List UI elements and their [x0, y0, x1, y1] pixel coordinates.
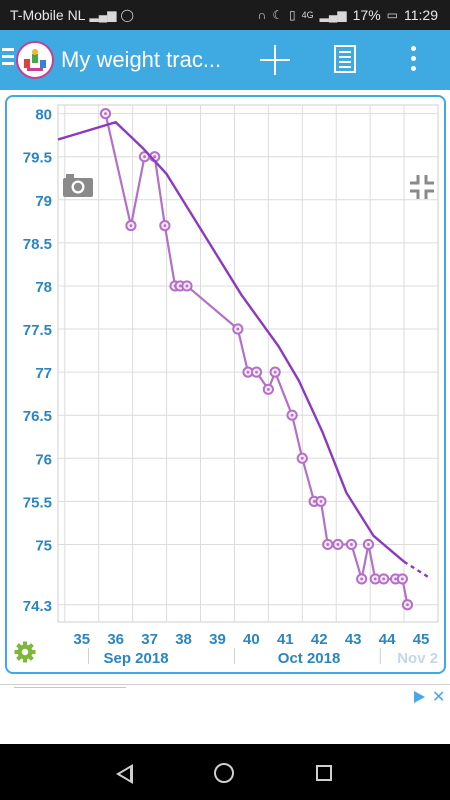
month-label: Nov 2	[397, 650, 438, 667]
x-tick-label: 43	[345, 631, 362, 648]
x-tick-label: 40	[243, 631, 260, 648]
data-point-center	[236, 327, 240, 331]
plus-icon[interactable]	[258, 43, 292, 77]
data-point-center	[312, 499, 316, 503]
data-point-center	[350, 543, 353, 546]
data-point-center	[246, 370, 250, 374]
collapse-corner	[410, 189, 420, 199]
data-point-center	[367, 543, 370, 546]
carrier-label: T-Mobile NL	[10, 7, 86, 23]
data-point-center	[163, 224, 167, 228]
ad-choices-icon[interactable]	[414, 691, 425, 703]
data-point-center	[290, 413, 294, 417]
x-tick-label: 36	[107, 631, 124, 648]
data-point-center	[360, 577, 364, 581]
data-point-center	[273, 370, 277, 374]
x-tick-label: 41	[277, 631, 294, 648]
trend-line	[57, 120, 405, 563]
data-point-center	[406, 603, 409, 607]
ad-divider	[14, 687, 126, 688]
battery-icon: ▭	[386, 8, 398, 22]
x-tick-label: 39	[209, 631, 226, 648]
data-point-center	[129, 224, 133, 228]
data-point-center	[153, 155, 157, 159]
ad-banner[interactable]: ✕	[0, 684, 450, 742]
x-tick-label: 45	[413, 631, 430, 648]
clock: 11:29	[404, 7, 438, 23]
data-point-center	[178, 284, 182, 288]
data-point-center	[104, 112, 107, 116]
plot-area	[57, 104, 439, 623]
close-icon[interactable]: ✕	[432, 689, 446, 706]
data-point-center	[300, 456, 304, 460]
y-tick-label: 76	[35, 451, 52, 468]
y-tick-label: 77	[35, 365, 52, 382]
x-tick-label: 37	[141, 631, 158, 648]
network-badge: 4G	[301, 10, 314, 20]
app-logo-icon[interactable]	[16, 41, 54, 79]
data-point-center	[143, 155, 146, 159]
y-tick-label: 76.5	[23, 408, 52, 425]
back-icon[interactable]	[116, 764, 133, 784]
whatsapp-icon: ◯	[120, 8, 134, 22]
y-tick-label: 79	[35, 193, 52, 210]
gear-icon[interactable]	[14, 641, 36, 663]
signal-icon: ▂▄▆	[89, 8, 117, 22]
data-point-center	[319, 499, 323, 503]
y-tick-label: 75.5	[23, 494, 52, 511]
camera-flash	[66, 174, 74, 179]
app-title: My weight trac...	[61, 47, 222, 72]
data-point-center	[400, 577, 404, 581]
app-bar: My weight trac...	[0, 30, 450, 90]
data-point-center	[373, 577, 377, 581]
document-icon[interactable]	[334, 45, 356, 73]
data-point-center	[326, 543, 330, 546]
data-point-center	[336, 543, 340, 546]
x-tick-label: 35	[73, 631, 90, 648]
x-tick-label: 38	[175, 631, 192, 648]
data-point-center	[266, 387, 270, 391]
y-tick-label: 77.5	[23, 322, 52, 339]
y-tick-label: 74.3	[23, 598, 52, 615]
camera-lens	[73, 182, 83, 192]
measurement-line	[104, 113, 409, 605]
overflow-dots-icon[interactable]	[411, 46, 417, 74]
signal-bars-icon: ▂▄▆	[319, 8, 347, 22]
moon-icon: ☾	[272, 8, 284, 22]
weight-chart-card: 80 79.5 79 78.5 78 77.5 77 76.5 76 75.5 75 74.3 35 36…	[5, 95, 446, 674]
y-tick-label: 78	[35, 279, 52, 296]
gear-hole	[21, 648, 29, 656]
recents-icon[interactable]	[316, 765, 332, 781]
camera-icon[interactable]	[63, 174, 93, 197]
y-tick-label: 79.5	[23, 150, 52, 167]
collapse-corner	[424, 189, 434, 199]
y-tick-label: 75	[35, 537, 52, 554]
x-tick-label: 44	[379, 631, 396, 648]
data-point-center	[394, 577, 397, 581]
weight-chart[interactable]: 80 79.5 79 78.5 78 77.5 77 76.5 76 75.5 75 74.3 35 36…	[7, 97, 444, 672]
month-label: Sep 2018	[104, 650, 169, 667]
status-bar: T-Mobile NL ▂▄▆ ◯ ∩ ☾ ▯ 4G ▂▄▆ 17% ▭ 11:…	[0, 0, 450, 30]
home-icon[interactable]	[214, 763, 234, 783]
vibrate-icon: ▯	[289, 8, 296, 22]
y-tick-label: 80	[35, 107, 52, 124]
data-point-center	[382, 577, 386, 581]
hamburger-icon[interactable]	[2, 48, 14, 70]
month-label: Oct 2018	[278, 650, 341, 667]
x-tick-label: 42	[311, 631, 328, 648]
system-nav-bar	[0, 744, 450, 800]
trend-projection	[403, 560, 432, 580]
collapse-corner	[424, 175, 434, 185]
data-point-center	[255, 370, 258, 374]
headphones-icon: ∩	[257, 8, 267, 22]
collapse-icon[interactable]	[410, 175, 434, 199]
data-point-center	[185, 284, 189, 288]
y-tick-label: 78.5	[23, 236, 52, 253]
battery-percent: 17%	[352, 7, 381, 23]
collapse-corner	[410, 175, 420, 185]
